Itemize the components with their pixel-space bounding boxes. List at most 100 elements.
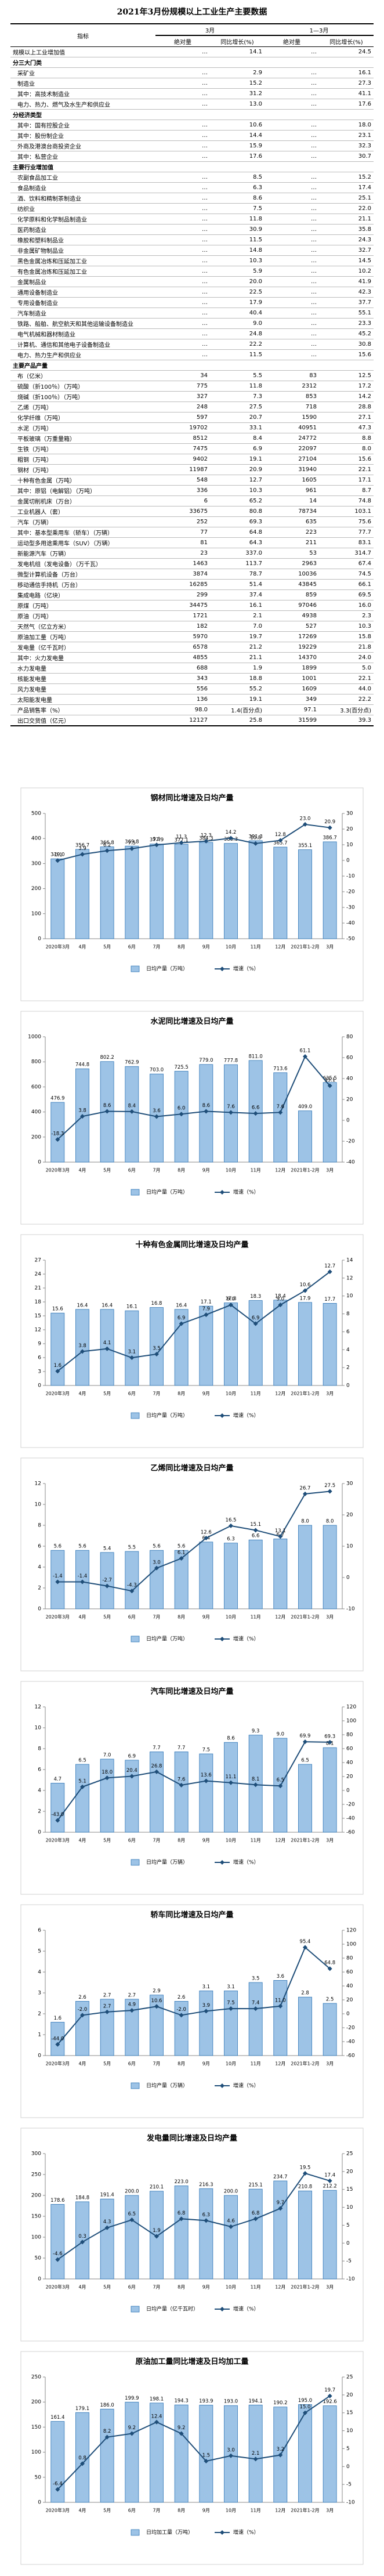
value-cell: 16.1 xyxy=(319,67,374,78)
table-row: 通用设备制造业… 22.5… 42.3 xyxy=(10,287,374,298)
line-marker xyxy=(154,1114,159,1119)
bar xyxy=(75,1309,89,1386)
line-marker xyxy=(204,1312,209,1318)
line-value-label: 6.8 xyxy=(177,2210,186,2216)
value-cell: 24.3 xyxy=(319,234,374,245)
y2-tick-label: -5 xyxy=(346,2482,352,2488)
header-cell: 同比增长(%) xyxy=(319,35,374,47)
line-marker xyxy=(327,1083,332,1088)
bar-value-label: 199.9 xyxy=(125,2396,139,2401)
y-tick-label: 5 xyxy=(38,1949,41,1955)
bar-value-label: 15.6 xyxy=(52,1307,63,1312)
value-cell: 64.8 xyxy=(210,527,265,538)
line-marker xyxy=(229,2224,233,2229)
value-cell: … xyxy=(155,99,210,110)
line-value-label: 12.3 xyxy=(201,833,212,838)
x-tick-label: 6月 xyxy=(128,1168,136,1173)
value-cell: 14.5 xyxy=(319,255,374,266)
line-value-label: 1.9 xyxy=(153,2228,161,2234)
line-value-label: 3.2 xyxy=(277,2447,285,2452)
x-tick-label: 8月 xyxy=(177,2285,185,2290)
value-cell: 337.0 xyxy=(210,548,265,559)
bar-value-label: 3.5 xyxy=(252,1976,260,1982)
value-cell: … xyxy=(265,307,319,319)
bar-value-label: 193.9 xyxy=(199,2398,213,2404)
y-tick-label: 24 xyxy=(35,1272,42,1278)
table-row: 运动型多用途乘用车（SUV）（万辆） 81 64.3 211 83.1 xyxy=(10,537,374,548)
x-tick-label: 6月 xyxy=(128,2061,136,2067)
value-cell: … xyxy=(265,328,319,339)
growth-line xyxy=(57,823,330,862)
value-cell: 1.4(百分点) xyxy=(210,704,265,715)
value-cell: … xyxy=(265,172,319,183)
bar xyxy=(248,1539,263,1609)
value-cell: 6.3 xyxy=(210,182,265,193)
indicator-cell: 电力、热力生产和供应业 xyxy=(10,349,155,360)
header-cell: 1—3月 xyxy=(265,23,374,36)
table-body: 规模以上工业增加值… 14.1… 24.5 分三大门类 采矿业… 2.9… 16.1 制造业…… xyxy=(10,46,374,726)
table-row: 化学原料和化学制品制造业… 11.8… 21.1 xyxy=(10,214,374,225)
value-cell: 10036 xyxy=(265,569,319,580)
bar-value-label: 195.0 xyxy=(298,2398,312,2404)
line-marker xyxy=(154,2419,159,2425)
bar xyxy=(50,1782,65,1833)
x-tick-label: 10月 xyxy=(226,945,236,950)
line-marker xyxy=(179,2013,184,2018)
indicator-cell: 电力、热力、燃气及水生产和供应业 xyxy=(10,99,155,110)
legend-label: 增速（%） xyxy=(233,1412,259,1419)
indicator-cell: 天然气（亿立方米） xyxy=(10,621,155,632)
value-cell: 211 xyxy=(265,537,319,548)
y2-tick-label: -5 xyxy=(346,2259,352,2264)
bar xyxy=(273,1072,288,1163)
table-row: 平板玻璃（万重量箱） 8512 8.4 24772 8.8 xyxy=(10,433,374,444)
value-cell: 182 xyxy=(155,621,210,632)
indicator-cell: 其中：股份制企业 xyxy=(10,130,155,141)
legend-marker xyxy=(220,1860,224,1865)
indicator-cell: 农副食品加工业 xyxy=(10,172,155,183)
value-cell: 24.5 xyxy=(319,46,374,57)
x-tick-label: 10月 xyxy=(226,1391,236,1396)
value-cell: 20.7 xyxy=(210,412,265,423)
y-tick-label: 9 xyxy=(38,1341,41,1347)
bar xyxy=(298,2404,312,2503)
y2-tick-label: 30 xyxy=(346,811,353,817)
bar-value-label: 3.6 xyxy=(277,1974,285,1980)
y2-tick-label: 10 xyxy=(346,1544,353,1550)
value-cell: 853 xyxy=(265,391,319,402)
bar xyxy=(100,2198,114,2280)
bar xyxy=(273,1980,288,2056)
bar-value-label: 5.6 xyxy=(153,1544,161,1550)
value-cell: … xyxy=(155,120,210,131)
bar-value-label: 186.0 xyxy=(100,2403,114,2408)
legend-label: 增速（%） xyxy=(233,1859,259,1866)
line-value-label: 4.9 xyxy=(128,2002,136,2008)
legend-swatch xyxy=(131,1189,140,1196)
legend-marker xyxy=(220,967,224,971)
value-cell: 597 xyxy=(155,412,210,423)
x-tick-label: 7月 xyxy=(153,2285,160,2290)
line-marker xyxy=(80,852,85,857)
y-tick-label: 27 xyxy=(35,1258,41,1264)
document-title: 2021年3月份规模以上工业生产主要数据 xyxy=(117,8,267,17)
x-tick-label: 3月 xyxy=(326,1391,334,1396)
line-value-label: 0.3 xyxy=(78,2234,86,2239)
line-value-label: 7.5 xyxy=(227,2000,235,2006)
y2-tick-label: 80 xyxy=(346,1956,353,1962)
table-row: 专用设备制造业… 17.9… 37.7 xyxy=(10,297,374,308)
x-tick-label: 6月 xyxy=(128,1391,136,1396)
bar xyxy=(298,849,312,939)
line-value-label: 12.8 xyxy=(275,832,286,838)
value-cell: 19702 xyxy=(155,422,210,433)
indicator-cell: 金属制品业 xyxy=(10,276,155,287)
y2-tick-label: 120 xyxy=(346,1928,356,1934)
value-cell: … xyxy=(155,88,210,99)
value-cell: 299 xyxy=(155,589,210,600)
line-value-label: 18.0 xyxy=(102,1770,113,1775)
line-value-label: -0.1 xyxy=(53,852,63,858)
bar xyxy=(323,1525,337,1609)
legend-swatch xyxy=(131,2529,140,2536)
indicator-cell: 金属切削机床（万台） xyxy=(10,495,155,506)
y2-tick-label: 25 xyxy=(346,2151,353,2157)
value-cell: 20.9 xyxy=(210,464,265,475)
